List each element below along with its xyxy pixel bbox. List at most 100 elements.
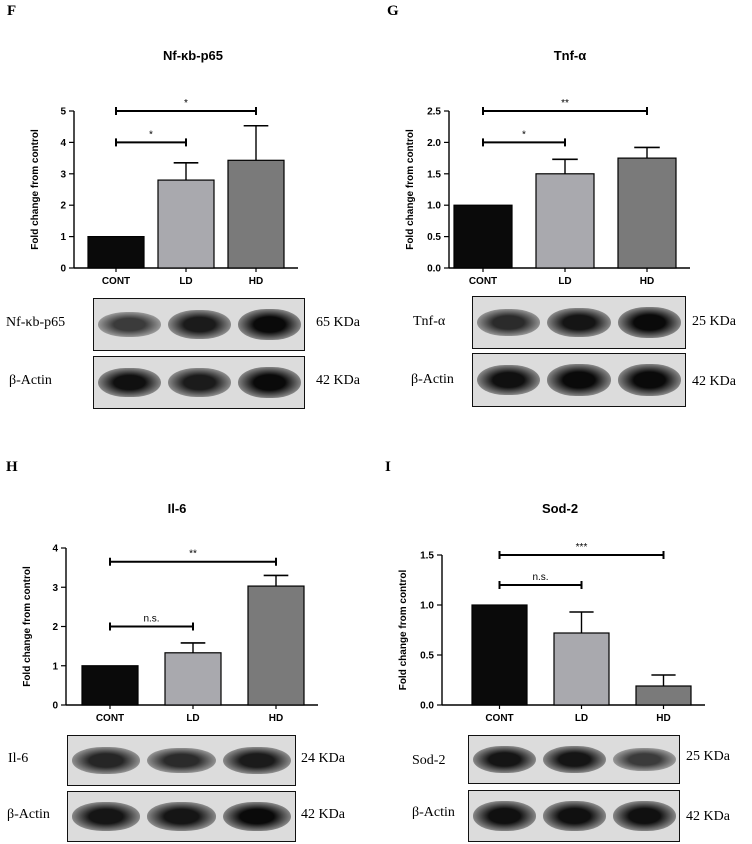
significance-label: * [184, 98, 188, 109]
blot-band [97, 367, 161, 398]
blot-band [167, 368, 231, 397]
y-tick-label: 5 [60, 107, 66, 118]
blot-band [71, 802, 140, 831]
bar [453, 204, 513, 269]
x-tick-label: HD [640, 276, 654, 287]
panel-letter: H [6, 459, 18, 475]
panel-f: F Nf-κb-p65 0 1 2 3 4 5 Fold change from contr… [0, 0, 376, 422]
x-tick-label: LD [575, 713, 588, 724]
y-tick-label: 0.5 [420, 651, 434, 662]
panel-h: H Il-6 0 1 2 3 4 Fold change from control CONT… [0, 422, 376, 844]
blot-band [612, 801, 676, 831]
bar [87, 236, 145, 269]
y-tick-label: 1.5 [420, 551, 434, 562]
x-tick-label: CONT [102, 276, 130, 287]
bar [635, 685, 692, 706]
western-blot [468, 790, 680, 842]
y-tick-label: 2 [52, 622, 58, 633]
bar [81, 665, 139, 706]
blot-band [617, 364, 682, 396]
panel-letter: G [387, 3, 399, 19]
blot-band [542, 801, 606, 831]
blot-band [476, 364, 541, 396]
x-tick-label: HD [269, 713, 283, 724]
y-tick-label: 1 [52, 661, 58, 672]
y-axis-label: Fold change from control [405, 129, 416, 250]
y-tick-label: 0 [60, 264, 66, 275]
bar-chart: 0.0 0.5 1.0 1.5 2.0 2.5 Fold change from contr… [405, 98, 690, 287]
x-tick-label: CONT [469, 276, 497, 287]
y-tick-label: 2 [60, 201, 66, 212]
y-axis-label: Fold change from control [398, 570, 409, 691]
blot-band [617, 307, 682, 338]
chart-title: Nf-κb-p65 [163, 48, 223, 63]
panel-letter: I [385, 459, 391, 475]
blot-label: Nf-κb-p65 [6, 315, 66, 330]
y-tick-label: 0 [52, 701, 58, 712]
blot-band [472, 745, 536, 773]
chart-title: Sod-2 [541, 501, 579, 516]
bar [553, 632, 610, 706]
y-tick-label: 4 [52, 544, 58, 555]
blot-label: Il-6 [8, 751, 29, 766]
chart-title: Tnf-α [553, 48, 587, 63]
western-blot [472, 296, 686, 349]
western-blot [67, 791, 296, 842]
x-tick-label: LD [186, 713, 199, 724]
y-tick-label: 4 [60, 138, 66, 149]
bar-chart: 0.0 0.5 1.0 1.5 Fold change from control CONT… [398, 542, 705, 724]
significance-label: *** [576, 542, 588, 553]
blot-band [147, 747, 216, 774]
significance-label: * [149, 129, 153, 140]
y-tick-label: 1.0 [427, 201, 441, 212]
blot-band [476, 309, 541, 336]
blot-band [547, 307, 611, 338]
significance-label: * [522, 129, 526, 140]
blot-band [147, 802, 216, 831]
y-tick-label: 0.0 [420, 701, 434, 712]
kda-label: 42 KDa [686, 809, 730, 824]
kda-label: 24 KDa [301, 751, 345, 766]
y-tick-label: 0.5 [427, 232, 441, 243]
y-axis-label: Fold change from control [22, 566, 33, 687]
y-tick-label: 2.5 [427, 107, 441, 118]
blot-band [472, 801, 536, 831]
bar [617, 157, 677, 269]
x-tick-label: HD [656, 713, 670, 724]
kda-label: 42 KDa [692, 374, 736, 389]
significance-label: n.s. [532, 572, 548, 583]
y-tick-label: 1.0 [420, 601, 434, 612]
panel-i: I Sod-2 0.0 0.5 1.0 1.5 Fold change from con… [376, 422, 752, 844]
y-tick-label: 2.0 [427, 138, 441, 149]
kda-label: 65 KDa [316, 315, 360, 330]
kda-label: 42 KDa [301, 807, 345, 822]
bar [247, 585, 305, 706]
y-tick-label: 3 [52, 583, 58, 594]
bar-chart: 0 1 2 3 4 5 Fold change from control CONT LD HD * * [30, 98, 298, 287]
panel-g: G Tnf-α 0.0 0.5 1.0 1.5 2.0 2.5 Fold change fr… [376, 0, 752, 422]
blot-band [223, 746, 292, 775]
y-tick-label: 1 [60, 232, 66, 243]
western-blot [93, 298, 305, 351]
blot-band [223, 801, 292, 832]
kda-label: 42 KDa [316, 373, 360, 388]
kda-label: 25 KDa [686, 749, 730, 764]
x-tick-label: CONT [485, 713, 513, 724]
blot-band [237, 367, 301, 398]
western-blot [93, 356, 305, 409]
bar [535, 173, 595, 269]
blot-label: β-Actin [9, 373, 52, 388]
chart-title: Il-6 [167, 501, 187, 516]
blot-band [542, 745, 606, 773]
blot-label: β-Actin [411, 372, 454, 387]
bar-chart: 0 1 2 3 4 Fold change from control CONT LD HD n.s… [22, 544, 318, 724]
y-axis-label: Fold change from control [30, 129, 41, 250]
x-tick-label: LD [558, 276, 571, 287]
x-tick-label: HD [249, 276, 263, 287]
blot-band [612, 748, 676, 771]
blot-band [97, 312, 161, 337]
blot-band [547, 364, 611, 396]
y-tick-label: 1.5 [427, 169, 441, 180]
blot-label: β-Actin [7, 807, 50, 822]
western-blot [67, 735, 296, 786]
